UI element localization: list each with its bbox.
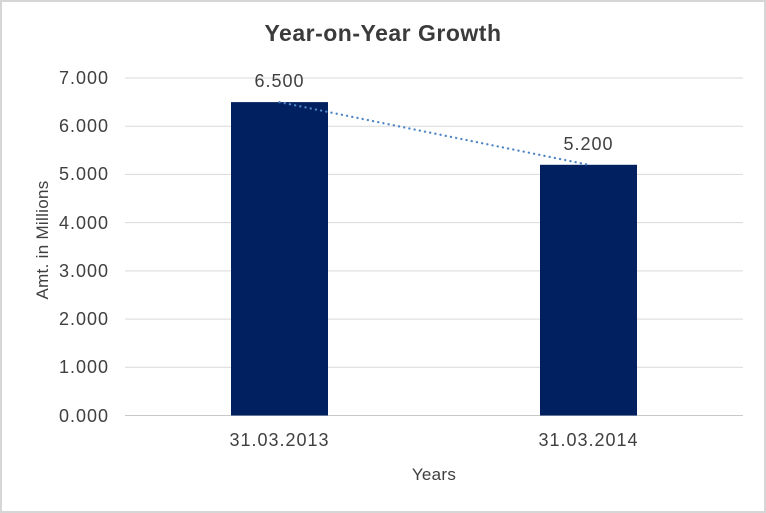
y-axis-title: Amt. in Millions [33,180,52,300]
chart-title: Year-on-Year Growth [264,20,502,46]
bar [231,102,328,416]
x-axis-title: Years [411,465,457,484]
bar [540,164,637,416]
trendline [278,100,590,166]
